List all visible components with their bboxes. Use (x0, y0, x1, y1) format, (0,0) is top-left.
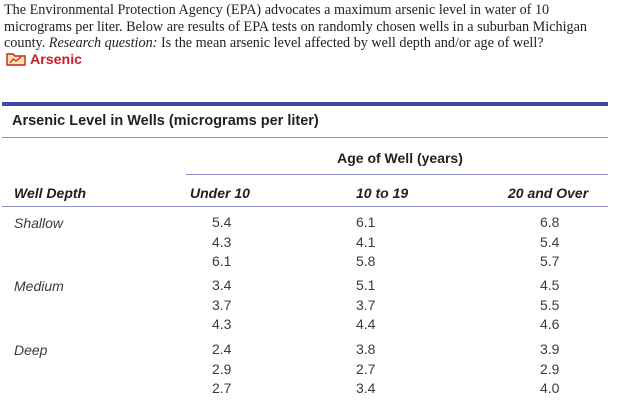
table-cell: 5.1 (356, 277, 376, 293)
age-header-rule (186, 174, 608, 175)
table-cell: 3.9 (540, 341, 560, 357)
research-question-text: Is the mean arsenic level affected by we… (160, 35, 544, 52)
column-header: Under 10 (190, 185, 250, 201)
table-cell: 3.7 (356, 296, 376, 313)
table-cell: 5.8 (356, 253, 376, 269)
table-cell: 2.9 (540, 360, 560, 377)
table-cell: 4.0 (540, 380, 560, 396)
table-cell: 5.4 (540, 233, 560, 250)
intro-text: The Environmental Protection Agency (EPA… (4, 2, 588, 52)
table-cell: 5.5 (540, 296, 560, 313)
well-depth-label: Shallow (14, 215, 64, 231)
table-cell: 4.3 (212, 316, 232, 332)
column-header: 20 and Over (508, 185, 589, 201)
table-cell: 6.1 (356, 214, 376, 230)
table-cell: 4.4 (356, 316, 376, 332)
problem-statement: The Environmental Protection Agency (EPA… (4, 2, 616, 70)
table-cell: 5.7 (540, 253, 560, 269)
table-cell: 2.7 (212, 380, 232, 396)
table-top-rule (2, 102, 608, 106)
data-file-name: Arsenic (30, 51, 83, 68)
age-header: Age of Well (years) (337, 150, 463, 166)
table-cell: 2.4 (212, 341, 232, 357)
table-cell: 5.4 (212, 214, 232, 230)
data-file-link[interactable]: Arsenic (4, 52, 82, 68)
table-cell: 3.7 (212, 296, 232, 313)
column-header: 10 to 19 (356, 185, 409, 201)
table-cell: 4.6 (540, 316, 560, 332)
table-cell: 3.4 (212, 277, 232, 293)
table-cell: 3.4 (356, 380, 376, 396)
table-cell: 6.1 (212, 253, 232, 269)
well-depth-label: Medium (14, 278, 64, 294)
table-cell: 4.3 (212, 233, 232, 250)
table-caption: Arsenic Level in Wells (micrograms per l… (12, 113, 319, 129)
table-cell: 2.7 (356, 360, 376, 377)
table-cell: 4.5 (540, 277, 560, 293)
caption-rule (2, 137, 608, 138)
row-header: Well Depth (14, 185, 87, 201)
table-cell: 6.8 (540, 214, 560, 230)
well-depth-label: Deep (14, 342, 48, 358)
table-cell: 3.8 (356, 341, 376, 357)
table-cell: 2.9 (212, 360, 232, 377)
table-cell: 4.1 (356, 233, 376, 250)
folder-data-icon (6, 52, 26, 71)
header-rule (2, 206, 608, 207)
research-question-label: Research question: (48, 35, 158, 52)
